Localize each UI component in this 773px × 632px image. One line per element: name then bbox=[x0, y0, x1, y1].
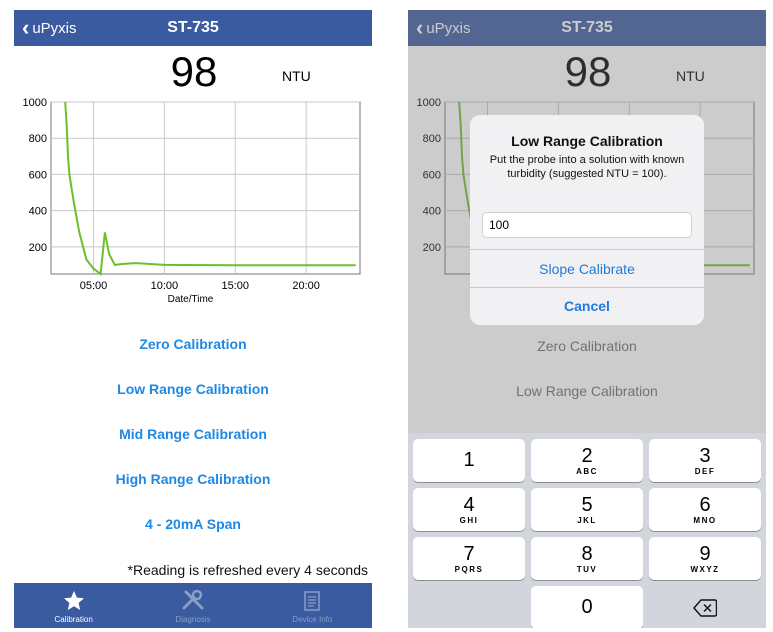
low-range-calibration-button[interactable]: Low Range Calibration bbox=[117, 381, 269, 397]
dialog-message: Put the probe into a solution with known… bbox=[489, 154, 685, 180]
key-0[interactable]: 0 bbox=[531, 586, 643, 628]
key-letters: ABC bbox=[576, 467, 598, 476]
key-2[interactable]: 2 ABC bbox=[531, 439, 643, 482]
reading-display: 98 NTU bbox=[14, 48, 372, 96]
series-line bbox=[64, 101, 356, 276]
key-8[interactable]: 8 TUV bbox=[531, 537, 643, 580]
key-digit: 0 bbox=[581, 596, 593, 618]
chevron-left-icon: ‹ bbox=[22, 15, 30, 40]
page-title: ST-735 bbox=[167, 19, 219, 36]
key-digit: 3 bbox=[699, 445, 711, 467]
key-6[interactable]: 6 MNO bbox=[649, 488, 761, 531]
key-letters: PQRS bbox=[454, 565, 484, 574]
key-3[interactable]: 3 DEF bbox=[649, 439, 761, 482]
y-tick-label: 400 bbox=[423, 206, 441, 218]
reading-value: 98 bbox=[564, 48, 612, 95]
backspace-icon bbox=[693, 598, 717, 617]
ma-span-button[interactable]: 4 - 20mA Span bbox=[145, 516, 241, 532]
cancel-button[interactable]: Cancel bbox=[564, 298, 610, 314]
turbidity-chart-svg: 200 400 600 800 1000 05:00 10:00 15:00 20:00 Date… bbox=[23, 97, 361, 305]
y-tick-label: 800 bbox=[29, 133, 47, 145]
divider bbox=[470, 287, 704, 288]
y-tick-label: 1000 bbox=[417, 97, 441, 109]
key-digit: 1 bbox=[463, 449, 475, 471]
back-button[interactable]: ‹ uPyxis bbox=[416, 10, 471, 46]
key-letters: DEF bbox=[694, 467, 716, 476]
y-tick-label: 600 bbox=[29, 169, 47, 181]
document-icon bbox=[304, 591, 321, 611]
divider bbox=[470, 249, 704, 250]
key-letters: GHI bbox=[459, 516, 479, 525]
y-tick-label: 800 bbox=[423, 133, 441, 145]
key-letters: MNO bbox=[693, 516, 717, 525]
tab-bar: Calibration Diagnosis Device Info bbox=[14, 583, 372, 628]
key-digit: 5 bbox=[581, 494, 593, 516]
key-5[interactable]: 5 JKL bbox=[531, 488, 643, 531]
key-letters: JKL bbox=[577, 516, 597, 525]
back-button[interactable]: ‹ uPyxis bbox=[22, 10, 77, 46]
tab-label: Diagnosis bbox=[175, 615, 211, 624]
tab-calibration[interactable]: Calibration bbox=[14, 583, 133, 628]
key-9[interactable]: 9 WXYZ bbox=[649, 537, 761, 580]
turbidity-chart: 200 400 600 800 1000 05:00 10:00 15:00 20:00 Date… bbox=[14, 96, 372, 308]
reading-unit: NTU bbox=[676, 68, 705, 84]
back-label: uPyxis bbox=[426, 19, 471, 37]
key-digit: 4 bbox=[463, 494, 475, 516]
high-range-calibration-button[interactable]: High Range Calibration bbox=[115, 471, 271, 487]
dialog-title: Low Range Calibration bbox=[511, 133, 663, 149]
x-axis-label: Date/Time bbox=[168, 294, 214, 305]
y-tick-label: 600 bbox=[423, 169, 441, 181]
key-1[interactable]: 1 bbox=[413, 439, 525, 482]
key-letters: WXYZ bbox=[690, 565, 720, 574]
refresh-note: *Reading is refreshed every 4 seconds bbox=[127, 562, 368, 578]
tab-device-info[interactable]: Device Info bbox=[253, 583, 372, 628]
delete-key[interactable] bbox=[649, 586, 761, 628]
nav-bar: ‹ uPyxis ST-735 bbox=[14, 10, 372, 46]
x-tick-label: 20:00 bbox=[292, 280, 320, 292]
x-tick-label: 15:00 bbox=[222, 280, 250, 292]
plot-area bbox=[50, 101, 361, 275]
tab-label: Calibration bbox=[54, 615, 93, 624]
ntu-input[interactable]: 100 bbox=[482, 212, 692, 238]
y-tick-label: 200 bbox=[29, 242, 47, 254]
zero-calibration-button[interactable]: Zero Calibration bbox=[139, 336, 247, 352]
slope-calibrate-button[interactable]: Slope Calibrate bbox=[539, 261, 635, 277]
key-digit: 2 bbox=[581, 445, 593, 467]
key-letters: TUV bbox=[576, 565, 598, 574]
tab-diagnosis[interactable]: Diagnosis bbox=[133, 583, 252, 628]
tab-label: Device Info bbox=[292, 615, 333, 624]
calibration-dialog-screen: ‹ uPyxis ST-735 98 NTU 2004006008001000:… bbox=[408, 10, 766, 628]
chevron-left-icon: ‹ bbox=[416, 15, 424, 40]
mid-range-calibration-button[interactable]: Mid Range Calibration bbox=[119, 426, 267, 442]
star-icon bbox=[63, 591, 84, 610]
key-7[interactable]: 7 PQRS bbox=[413, 537, 525, 580]
key-digit: 6 bbox=[699, 494, 711, 516]
reading-display: 98 NTU bbox=[408, 48, 766, 96]
zero-calibration-button[interactable]: Zero Calibration bbox=[537, 338, 637, 354]
calibration-dialog: Low Range Calibration Put the probe into… bbox=[470, 115, 704, 325]
reading-unit: NTU bbox=[282, 68, 311, 84]
key-digit: 8 bbox=[581, 543, 593, 565]
low-range-calibration-button[interactable]: Low Range Calibration bbox=[516, 383, 658, 399]
y-tick-label: 200 bbox=[423, 242, 441, 254]
tools-icon bbox=[182, 589, 204, 610]
key-4[interactable]: 4 GHI bbox=[413, 488, 525, 531]
reading-value: 98 bbox=[170, 48, 218, 95]
numeric-keypad: 1 2 ABC 3 DEF 4 GHI 5 JKL 6 MNO 7 PQRS 8… bbox=[408, 433, 766, 628]
key-digit: 9 bbox=[699, 543, 711, 565]
x-tick-label: 05:00 bbox=[80, 280, 108, 292]
nav-bar: ‹ uPyxis ST-735 bbox=[408, 10, 766, 46]
y-tick-label: 1000 bbox=[23, 97, 47, 109]
y-tick-label: 400 bbox=[29, 206, 47, 218]
page-title: ST-735 bbox=[561, 19, 613, 36]
key-digit: 7 bbox=[463, 543, 475, 565]
calibration-screen: ‹ uPyxis ST-735 98 NTU 200 400 600 800 1000 0… bbox=[14, 10, 372, 628]
back-label: uPyxis bbox=[32, 19, 77, 37]
x-tick-label: 10:00 bbox=[151, 280, 179, 292]
